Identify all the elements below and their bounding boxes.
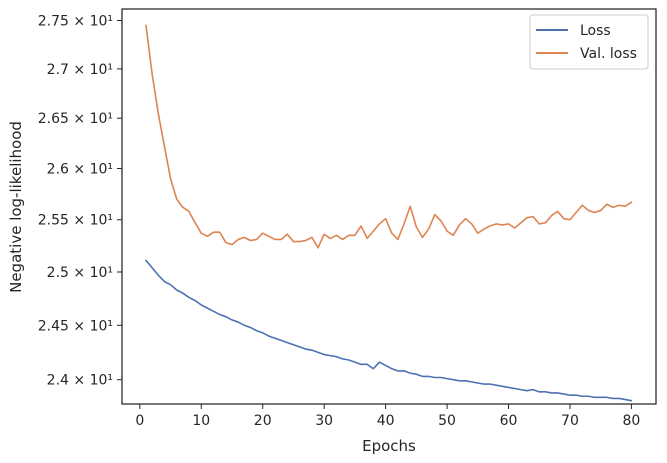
y-tick-label: 2.4 × 10¹ <box>47 373 113 389</box>
plot-frame <box>121 8 657 405</box>
x-tick-label: 10 <box>192 413 210 429</box>
series-line-val-loss <box>145 24 633 249</box>
legend-label-loss: Loss <box>580 23 611 39</box>
legend: Loss Val. loss <box>529 14 649 70</box>
plot-background <box>122 9 656 404</box>
y-tick-label: 2.6 × 10¹ <box>47 161 113 177</box>
x-tick-label: 70 <box>561 413 579 429</box>
y-tick-label: 2.5 × 10¹ <box>47 265 113 281</box>
y-tick-label: 2.65 × 10¹ <box>38 111 113 127</box>
legend-box <box>529 14 649 70</box>
x-axis-label: Epochs <box>362 437 416 455</box>
x-tick-label: 60 <box>500 413 518 429</box>
y-tick-label: 2.75 × 10¹ <box>38 13 113 29</box>
y-tick-label: 2.7 × 10¹ <box>47 62 113 78</box>
x-tick-label: 20 <box>254 413 272 429</box>
x-tick-label: 50 <box>438 413 456 429</box>
y-axis-label: Negative log-likelihood <box>7 121 25 293</box>
x-tick-label: 30 <box>315 413 333 429</box>
y-tick-label: 2.45 × 10¹ <box>38 318 113 334</box>
x-tick-label: 80 <box>623 413 641 429</box>
x-tick-label: 40 <box>377 413 395 429</box>
series-line-loss <box>145 259 633 402</box>
legend-label-val-loss: Val. loss <box>580 46 637 62</box>
x-tick-label: 0 <box>135 413 144 429</box>
y-tick-label: 2.55 × 10¹ <box>38 213 113 229</box>
